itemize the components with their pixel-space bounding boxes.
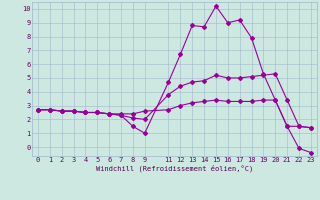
X-axis label: Windchill (Refroidissement éolien,°C): Windchill (Refroidissement éolien,°C) [96,165,253,172]
